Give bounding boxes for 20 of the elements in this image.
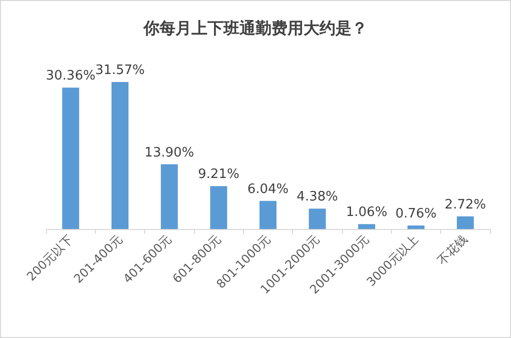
data-label: 9.21%: [198, 167, 240, 182]
bar: [260, 200, 276, 229]
data-label: 1.06%: [346, 205, 388, 220]
bar: [308, 208, 326, 229]
data-label: 2.72%: [444, 197, 486, 212]
bar: [160, 164, 178, 229]
bar: [358, 224, 376, 229]
data-label: 0.76%: [395, 206, 437, 222]
x-tick-label: 不花钱: [434, 232, 470, 268]
data-label: 13.90%: [144, 145, 194, 160]
data-label: 31.57%: [95, 62, 145, 78]
bar: [456, 216, 474, 229]
bar: [408, 225, 424, 229]
bar: [210, 186, 228, 229]
data-label: 4.38%: [296, 190, 338, 205]
data-label: 6.04%: [247, 182, 289, 197]
data-label: 30.36%: [46, 68, 96, 84]
bar: [62, 88, 80, 229]
chart-title: 你每月上下班通勤费用大约是？: [142, 18, 368, 38]
bar: [112, 82, 128, 229]
